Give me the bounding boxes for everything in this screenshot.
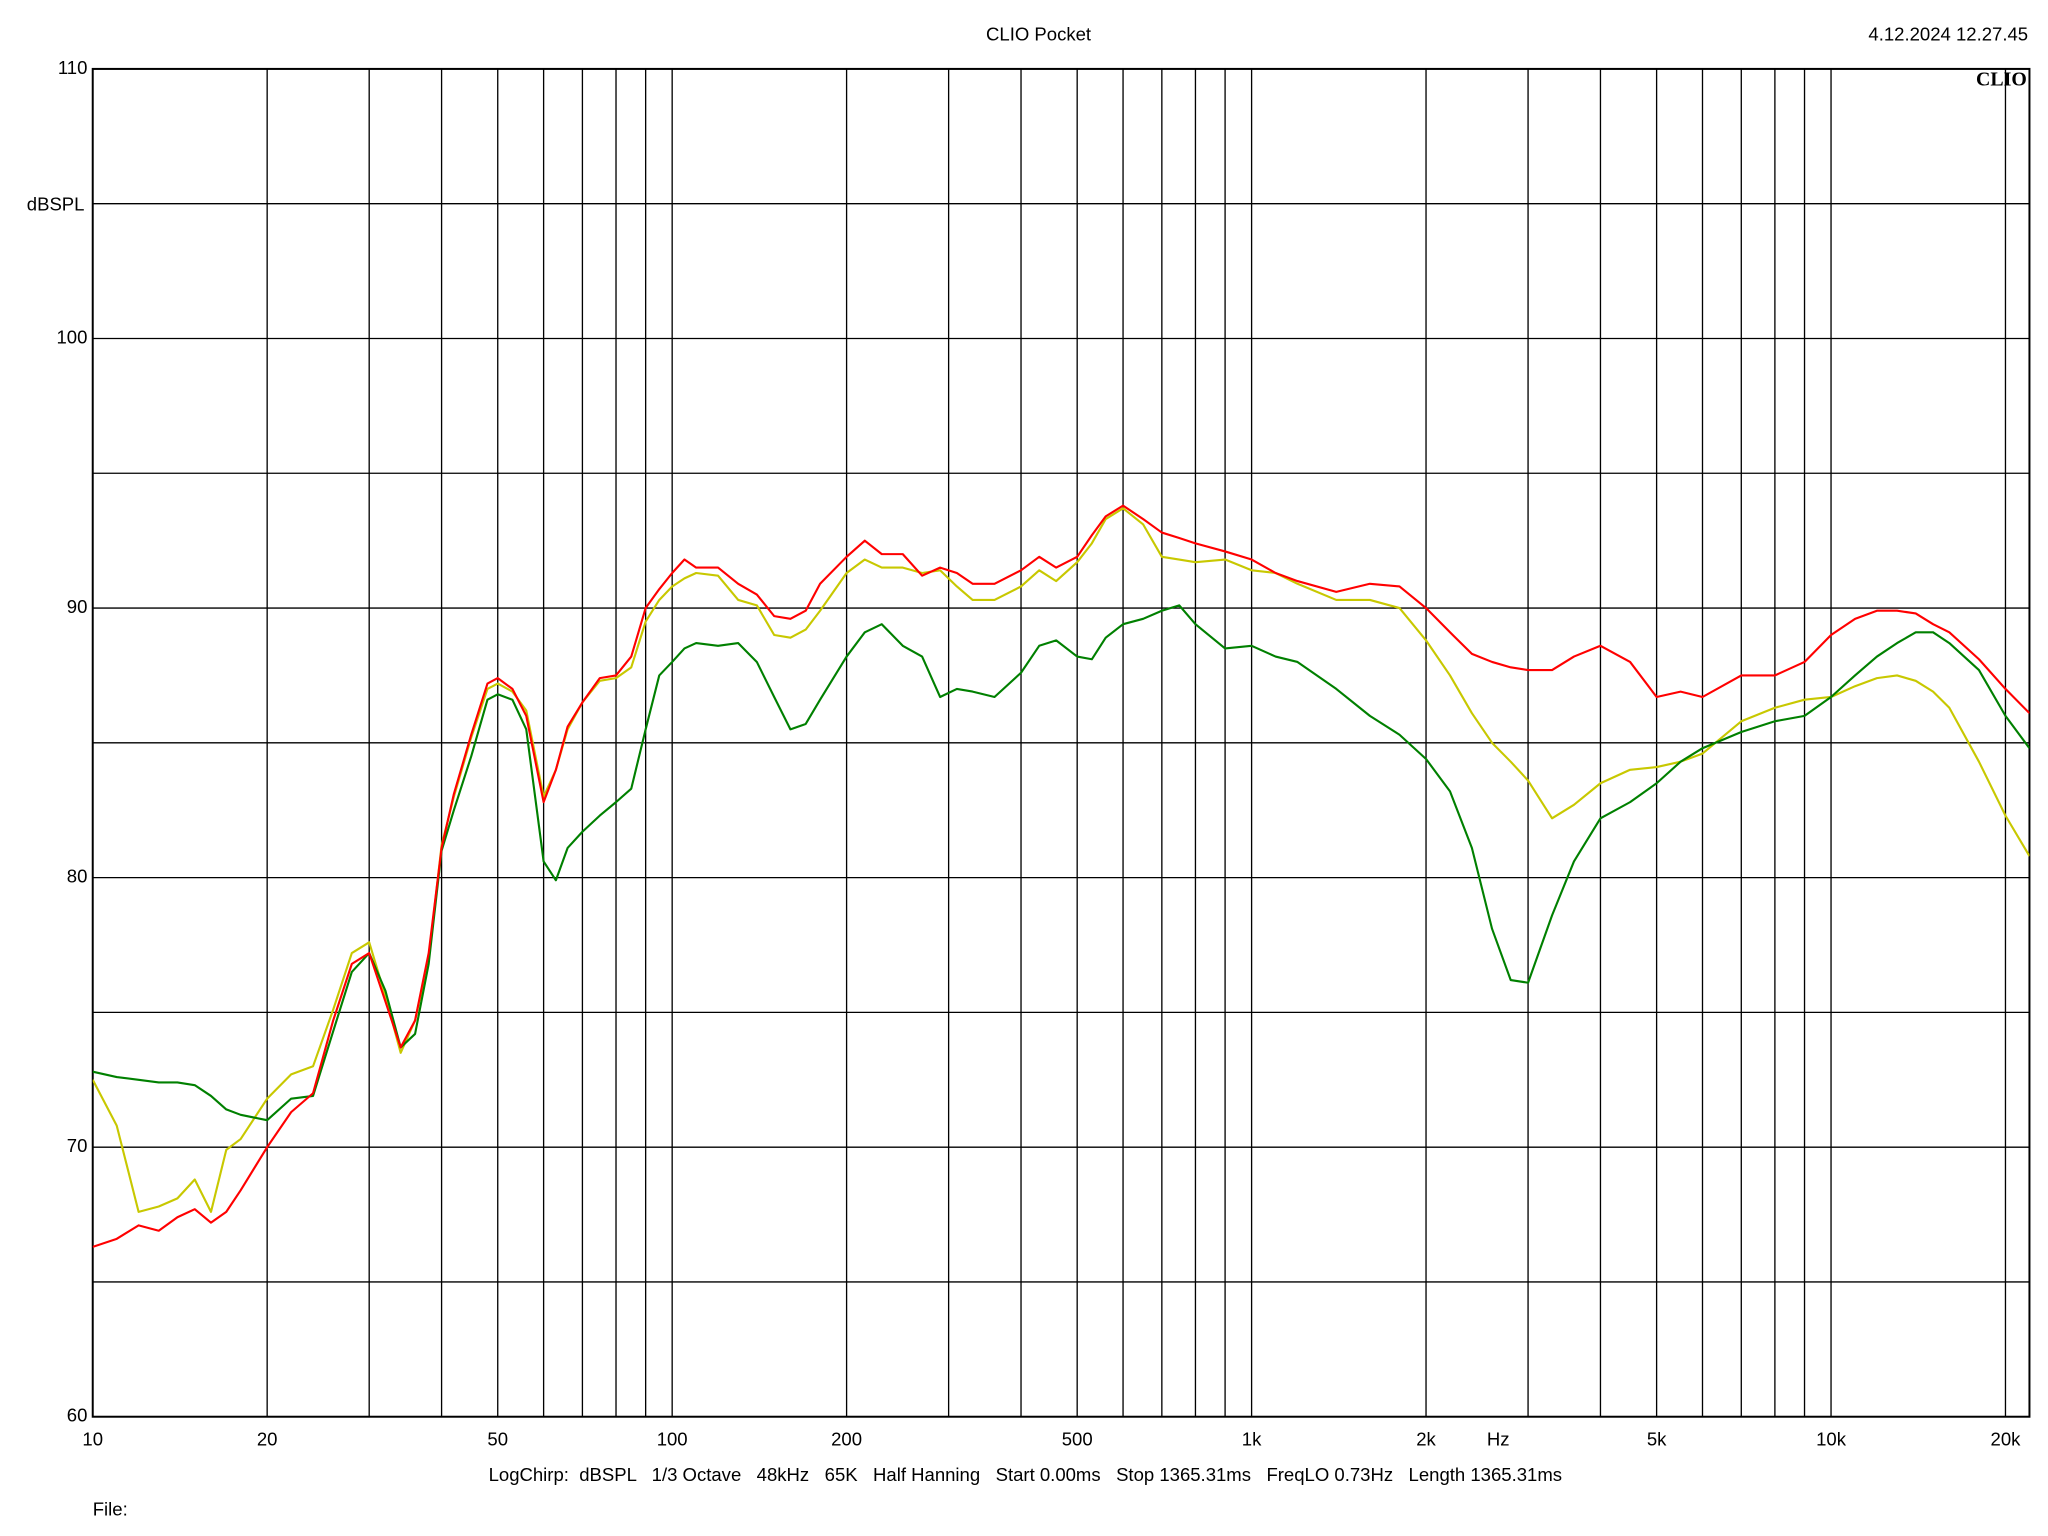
chart-title: CLIO Pocket xyxy=(986,24,1092,45)
series-line xyxy=(92,504,2030,1248)
y-tick-label: 100 xyxy=(57,326,88,347)
y-tick-label: 110 xyxy=(58,57,88,78)
x-tick-label: 10k xyxy=(1816,1428,1847,1449)
x-tick-label: 500 xyxy=(1062,1428,1093,1449)
y-tick-label: 60 xyxy=(67,1405,88,1426)
x-tick-label: 1k xyxy=(1242,1428,1262,1449)
timestamp: 4.12.2024 12.27.45 xyxy=(1868,24,2028,45)
y-tick-label: 90 xyxy=(67,596,88,617)
x-tick-label: 200 xyxy=(831,1428,862,1449)
x-tick-label: 50 xyxy=(487,1428,508,1449)
x-tick-label: 20k xyxy=(1991,1428,2022,1449)
x-tick-label: 20 xyxy=(257,1428,278,1449)
x-tick-label: 10 xyxy=(82,1428,103,1449)
y-axis-label: dBSPL xyxy=(27,193,85,214)
logo: CLIO xyxy=(1976,68,2027,90)
file-label: File: xyxy=(93,1499,128,1520)
x-tick-label: 100 xyxy=(657,1428,688,1449)
x-axis-label: Hz xyxy=(1487,1428,1510,1449)
series-line xyxy=(92,507,2030,1213)
plot-frame xyxy=(91,67,2031,1418)
x-tick-label: 2k xyxy=(1416,1428,1436,1449)
y-tick-label: 80 xyxy=(67,865,88,886)
settings-footer: LogChirp: dBSPL 1/3 Octave 48kHz 65K Hal… xyxy=(489,1464,1562,1485)
x-tick-label: 5k xyxy=(1647,1428,1667,1449)
y-tick-label: 70 xyxy=(67,1135,88,1156)
